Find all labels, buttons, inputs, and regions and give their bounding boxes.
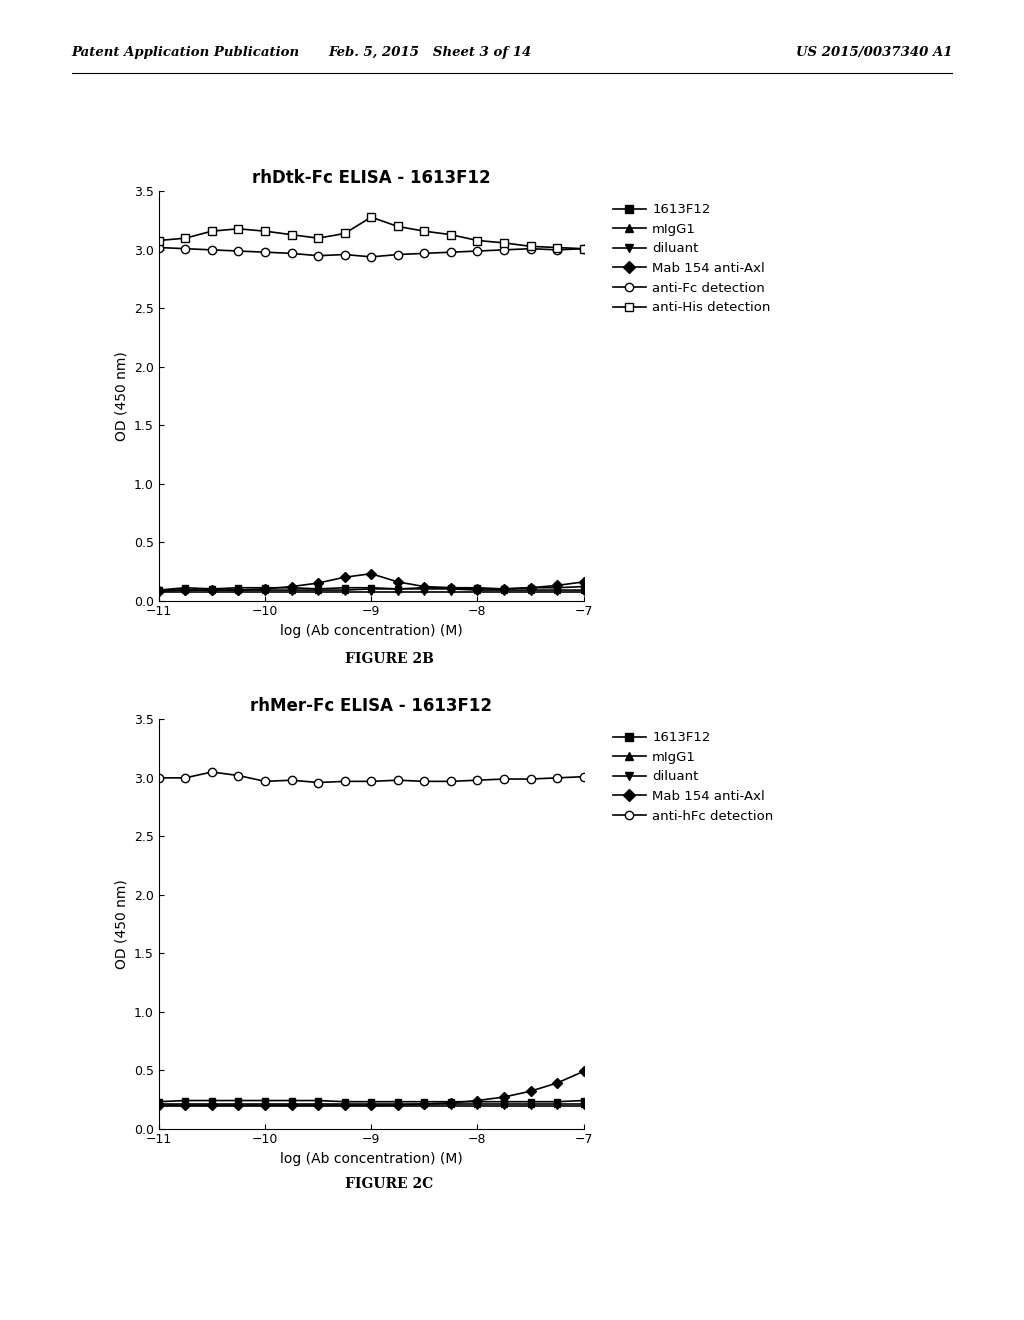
Text: US 2015/0037340 A1: US 2015/0037340 A1: [796, 46, 952, 59]
Text: Patent Application Publication: Patent Application Publication: [72, 46, 300, 59]
Y-axis label: OD (450 nm): OD (450 nm): [115, 351, 128, 441]
Y-axis label: OD (450 nm): OD (450 nm): [115, 879, 128, 969]
Text: FIGURE 2C: FIGURE 2C: [345, 1177, 433, 1192]
Title: rhDtk-Fc ELISA - 1613F12: rhDtk-Fc ELISA - 1613F12: [252, 169, 490, 187]
Text: Feb. 5, 2015   Sheet 3 of 14: Feb. 5, 2015 Sheet 3 of 14: [329, 46, 531, 59]
Legend: 1613F12, mIgG1, diluant, Mab 154 anti-Axl, anti-Fc detection, anti-His detection: 1613F12, mIgG1, diluant, Mab 154 anti-Ax…: [607, 198, 776, 319]
Text: FIGURE 2B: FIGURE 2B: [345, 652, 433, 667]
Title: rhMer-Fc ELISA - 1613F12: rhMer-Fc ELISA - 1613F12: [250, 697, 493, 715]
Legend: 1613F12, mIgG1, diluant, Mab 154 anti-Axl, anti-hFc detection: 1613F12, mIgG1, diluant, Mab 154 anti-Ax…: [607, 726, 778, 828]
X-axis label: log (Ab concentration) (M): log (Ab concentration) (M): [280, 624, 463, 638]
X-axis label: log (Ab concentration) (M): log (Ab concentration) (M): [280, 1152, 463, 1166]
